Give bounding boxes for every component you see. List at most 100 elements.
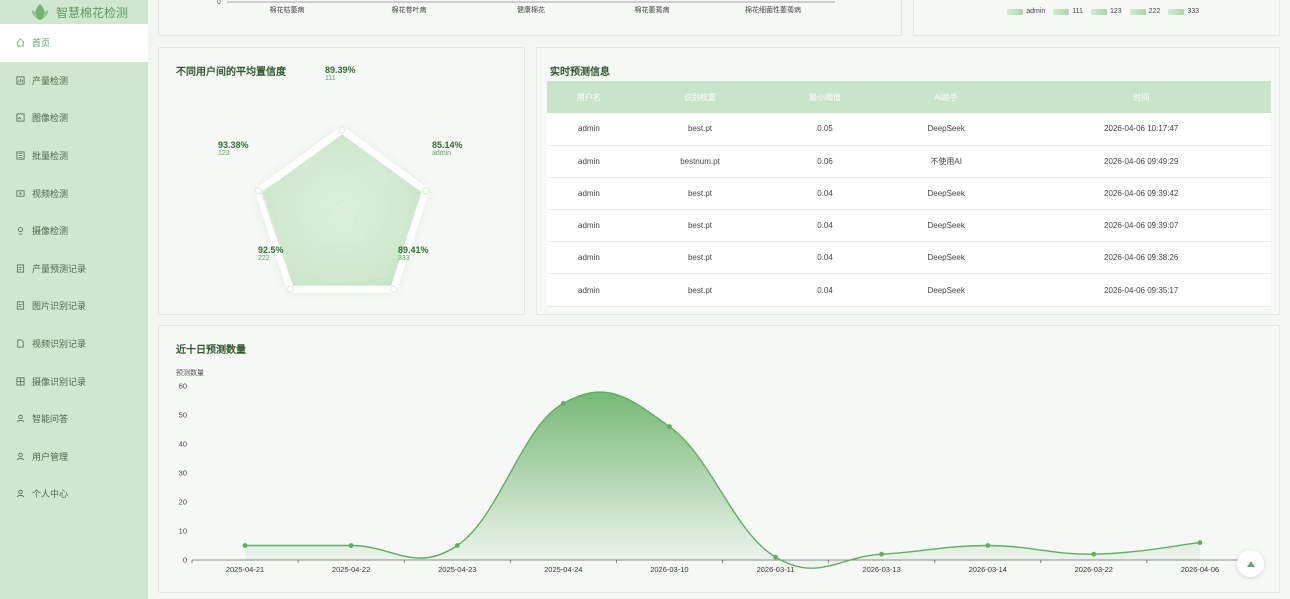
radar-user: 123 (218, 150, 230, 157)
x-tick-label: 2026-03-10 (650, 565, 688, 574)
table-cell: 2026-04-06 09:49:29 (1011, 145, 1271, 178)
table-cell: best.pt (630, 113, 770, 146)
radar-point[interactable] (422, 187, 430, 195)
x-tick-label: 2025-04-22 (332, 565, 370, 574)
sidebar-item-6[interactable]: 产量预测记录 (0, 250, 148, 288)
legend-swatch (1090, 8, 1107, 15)
app-title: 智慧棉花检测 (56, 5, 129, 20)
table-cell: 2026-04-06 09:39:42 (1011, 177, 1271, 211)
user-icon (16, 414, 25, 423)
table-row[interactable]: admin bestnum.pt 0.06 不使用AI 2026-04-06 09:49… (547, 145, 1271, 178)
data-point[interactable] (1091, 551, 1097, 557)
x-tick-label: 2026-03-14 (969, 565, 1007, 574)
radar-point[interactable] (254, 187, 262, 195)
radar-user: 111 (325, 75, 336, 82)
sidebar-item-label: 产量预测记录 (32, 263, 87, 274)
radar-indicator-label: 85.14% admin (432, 140, 463, 157)
legend-label: 111 (1072, 8, 1083, 15)
data-point[interactable] (560, 401, 566, 406)
sidebar-item-1[interactable]: 产量检测 (0, 62, 148, 100)
table-cell: 2026-04-06 09:39:07 (1011, 209, 1271, 243)
sidebar-item-3[interactable]: 批量检测 (0, 137, 148, 175)
legend-swatch (1129, 8, 1146, 15)
y-tick-label: 50 (179, 411, 187, 420)
table-row[interactable]: admin best.pt 0.04 DeepSeek 2026-04-06 09:39… (547, 209, 1271, 243)
table-cell: admin (547, 113, 631, 146)
table-cell: admin (547, 209, 631, 243)
line-chart: 预测数量 0 10 20 30 40 50 60 2025-04-21 2025-04-22 202… (176, 368, 1254, 574)
sidebar-item-0[interactable]: 首页 (0, 24, 148, 62)
data-point[interactable] (454, 543, 460, 548)
legend-strip: admin 111 123 222 333 (913, 0, 1280, 36)
table-row[interactable]: admin best.pt 0.04 DeepSeek 2026-04-06 09:39… (547, 177, 1271, 211)
legend-label: 123 (1109, 8, 1122, 15)
caret-up-icon (1246, 560, 1255, 567)
bar-category-label: 健康棉花 (517, 7, 545, 14)
bar-chart-axis: 0 (217, 0, 835, 6)
y-tick-zero: 0 (217, 0, 221, 6)
legend-item[interactable]: 123 (1090, 8, 1122, 15)
sidebar-item-label: 产量检测 (32, 75, 69, 86)
table-cell: 0.05 (769, 113, 881, 146)
table-cell: 0.04 (769, 273, 881, 307)
x-tick-label: 2025-04-23 (438, 565, 476, 574)
back-to-top-button[interactable] (1237, 550, 1264, 577)
radar-value: 93.38% (218, 140, 249, 150)
radar-point[interactable] (338, 126, 346, 134)
legend-item[interactable]: 222 (1129, 8, 1160, 15)
table-cell: 0.06 (769, 145, 881, 178)
table-cell: admin (547, 177, 631, 211)
y-axis-label: 预测数量 (176, 368, 204, 377)
sidebar-item-8[interactable]: 视频识别记录 (0, 325, 148, 363)
sidebar: 智慧棉花检测 首页产量检测图像检测批量检测视频检测摄像检测产量预测记录图片识别记… (0, 0, 148, 599)
realtime-title: 实时预测信息 (550, 67, 610, 78)
radar-indicator-label: 93.38% 123 (218, 140, 249, 157)
realtime-table: 用户名 识别权重 最小阈值 AI助手 时间 admin best.pt 0.05 DeepSe… (547, 81, 1271, 307)
area-fill (245, 392, 1200, 569)
sidebar-item-label: 视频识别记录 (32, 339, 87, 350)
radar-point[interactable] (286, 285, 294, 293)
data-point[interactable] (348, 543, 354, 548)
table-cell: admin (547, 241, 631, 275)
app-logo[interactable]: 智慧棉花检测 (0, 0, 148, 24)
legend-item[interactable]: 111 (1053, 8, 1083, 15)
table-row[interactable]: admin best.pt 0.04 DeepSeek 2026-04-06 09:38… (547, 241, 1271, 275)
data-point[interactable] (242, 543, 248, 548)
sidebar-item-label: 摄像检测 (32, 226, 69, 237)
table-cell: 不使用AI (880, 145, 1012, 178)
sidebar-item-2[interactable]: 图像检测 (0, 99, 148, 137)
radar-point[interactable] (390, 285, 398, 293)
radar-user: 222 (258, 255, 270, 262)
data-point[interactable] (773, 554, 778, 560)
data-point[interactable] (879, 551, 884, 557)
sidebar-item-label: 批量检测 (32, 151, 69, 162)
sidebar-item-10[interactable]: 智能问答 (0, 400, 148, 438)
data-point[interactable] (1197, 540, 1203, 545)
data-point[interactable] (985, 543, 991, 548)
table-cell: 2026-04-06 09:35:17 (1011, 273, 1271, 307)
radar-indicator-label: 89.39% 111 (325, 65, 356, 82)
sidebar-item-11[interactable]: 用户管理 (0, 438, 148, 476)
y-tick-label: 20 (179, 498, 187, 507)
batch-icon (16, 151, 25, 160)
table-row[interactable]: admin best.pt 0.05 DeepSeek 2026-04-06 10:17… (547, 113, 1271, 146)
table-row[interactable]: admin best.pt 0.04 DeepSeek 2026-04-06 09:35… (547, 273, 1271, 307)
sidebar-item-7[interactable]: 图片识别记录 (0, 287, 148, 325)
radar-value: 89.39% (325, 65, 356, 75)
home-icon (16, 38, 25, 47)
y-tick-label: 0 (183, 556, 187, 565)
legend-swatch (1168, 8, 1185, 15)
data-point[interactable] (667, 424, 672, 429)
sidebar-item-5[interactable]: 摄像检测 (0, 212, 148, 250)
radar-chart (254, 126, 430, 293)
legend-item[interactable]: admin (1007, 8, 1045, 15)
x-tick-label: 2025-04-21 (226, 565, 264, 574)
camera-icon (16, 226, 25, 235)
sidebar-nav: 首页产量检测图像检测批量检测视频检测摄像检测产量预测记录图片识别记录视频识别记录… (0, 24, 148, 513)
sidebar-item-12[interactable]: 个人中心 (0, 475, 148, 513)
sidebar-item-4[interactable]: 视频检测 (0, 174, 148, 212)
radar-value: 89.41% (398, 245, 429, 255)
sidebar-item-9[interactable]: 摄像识别记录 (0, 362, 148, 400)
video-icon (16, 189, 25, 198)
legend-item[interactable]: 333 (1168, 8, 1199, 15)
